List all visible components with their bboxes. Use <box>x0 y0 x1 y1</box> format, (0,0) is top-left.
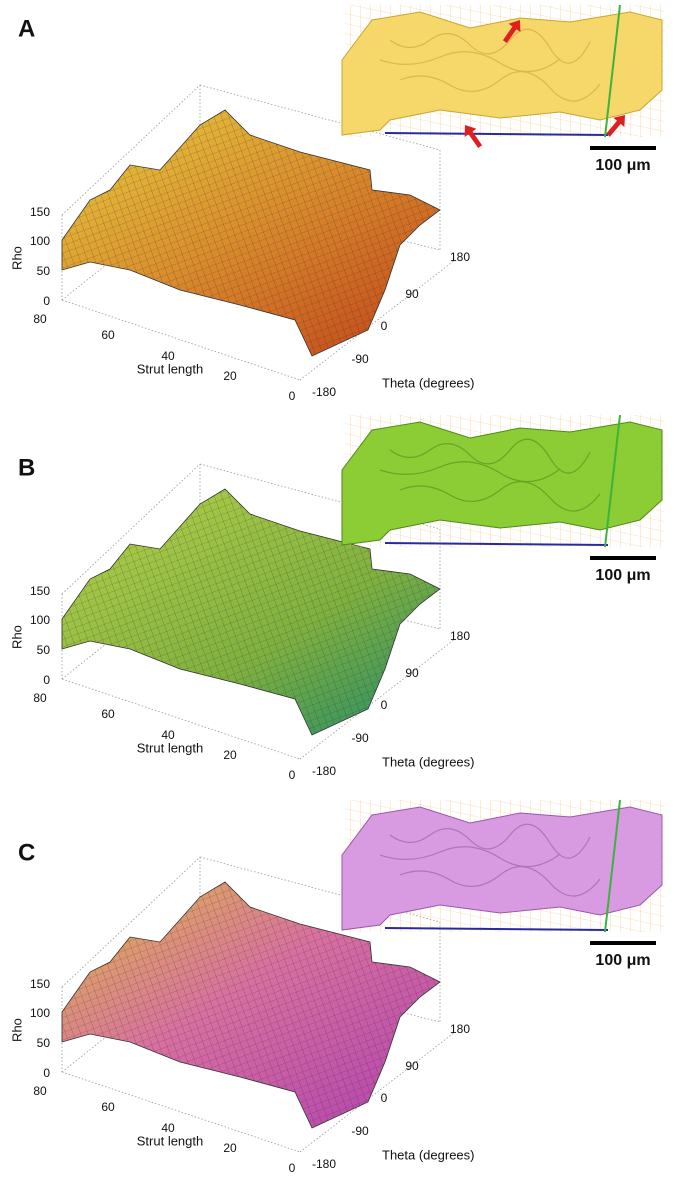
x-tick-label: 20 <box>223 369 237 383</box>
x-axis-label: Strut length <box>137 740 204 755</box>
y-tick-label: 150 <box>30 205 50 219</box>
y-axis-label: Rho <box>9 246 24 270</box>
z-tick-label: 180 <box>450 629 470 643</box>
y-tick-label: 100 <box>30 234 50 248</box>
y-tick-label: 100 <box>30 1006 50 1020</box>
figure: ARho150100500806040200Strut length180900… <box>0 0 688 1181</box>
z-tick-label: -180 <box>312 1157 336 1171</box>
x-tick-label: 0 <box>289 768 296 782</box>
z-tick-label: 0 <box>381 698 388 712</box>
x-tick-label: 80 <box>33 312 47 326</box>
x-tick-label: 0 <box>289 1161 296 1175</box>
y-tick-label: 50 <box>37 1036 51 1050</box>
x-tick-label: 80 <box>33 691 47 705</box>
scale-bar-label: 100 μm <box>595 952 650 969</box>
panel-label: A <box>18 15 35 42</box>
strut-render <box>342 12 662 135</box>
inset: 100 μm <box>342 800 665 969</box>
inset: 100 μm <box>342 5 665 174</box>
z-tick-label: 180 <box>450 1022 470 1036</box>
x-tick-label: 0 <box>289 389 296 403</box>
inset: 100 μm <box>342 415 665 584</box>
y-tick-label: 150 <box>30 977 50 991</box>
x-tick-label: 60 <box>101 707 115 721</box>
z-axis-label: Theta (degrees) <box>382 754 475 769</box>
strut-render <box>342 807 662 930</box>
y-tick-label: 0 <box>43 1066 50 1080</box>
z-tick-label: -90 <box>351 731 369 745</box>
y-tick-label: 150 <box>30 584 50 598</box>
x-tick-label: 20 <box>223 1141 237 1155</box>
z-axis-label: Theta (degrees) <box>382 1147 475 1162</box>
y-axis-label: Rho <box>9 1018 24 1042</box>
y-tick-label: 0 <box>43 673 50 687</box>
z-tick-label: 180 <box>450 250 470 264</box>
y-tick-label: 50 <box>37 643 51 657</box>
z-tick-label: 90 <box>405 666 419 680</box>
z-tick-label: -90 <box>351 1124 369 1138</box>
scale-bar-label: 100 μm <box>595 567 650 584</box>
y-tick-label: 50 <box>37 264 51 278</box>
x-tick-label: 60 <box>101 1100 115 1114</box>
z-tick-label: -180 <box>312 764 336 778</box>
x-tick-label: 60 <box>101 328 115 342</box>
strut-render <box>342 422 662 545</box>
y-axis-label: Rho <box>9 625 24 649</box>
y-tick-label: 0 <box>43 294 50 308</box>
z-tick-label: 0 <box>381 1091 388 1105</box>
z-tick-label: -90 <box>351 352 369 366</box>
y-tick-label: 100 <box>30 613 50 627</box>
x-axis-label: Strut length <box>137 361 204 376</box>
x-tick-label: 80 <box>33 1084 47 1098</box>
z-tick-label: -180 <box>312 385 336 399</box>
panel-label: B <box>18 454 35 481</box>
z-axis-label: Theta (degrees) <box>382 375 475 390</box>
panel-label: C <box>18 839 35 866</box>
z-tick-label: 90 <box>405 287 419 301</box>
z-tick-label: 90 <box>405 1059 419 1073</box>
scale-bar-label: 100 μm <box>595 157 650 174</box>
x-tick-label: 20 <box>223 748 237 762</box>
z-tick-label: 0 <box>381 319 388 333</box>
x-axis-label: Strut length <box>137 1133 204 1148</box>
